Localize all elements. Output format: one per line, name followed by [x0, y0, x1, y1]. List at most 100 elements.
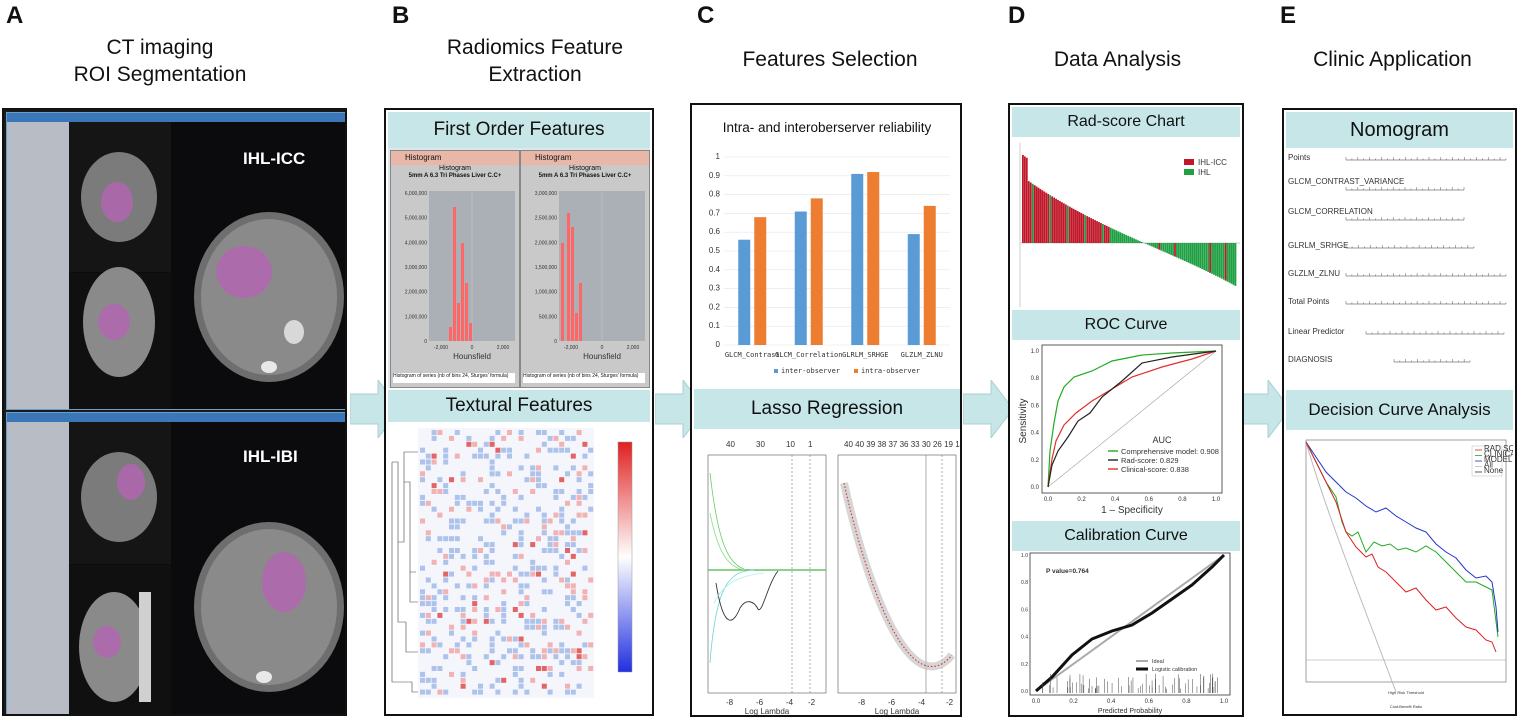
heatmap-cell: [565, 530, 570, 536]
hist-right-ytick: 3,000,000: [535, 191, 557, 197]
heatmap-cell: [449, 506, 454, 512]
heatmap-cell: [437, 489, 443, 494]
textural-heatmap: [391, 428, 633, 698]
heatmap-cell: [495, 430, 501, 435]
rel-bar-inter-observer: [851, 173, 864, 345]
heatmap-cell: [512, 565, 518, 571]
heatmap-cell: [443, 489, 449, 494]
heatmap-cell: [524, 583, 530, 589]
heatmap-cell: [466, 500, 472, 506]
rel-ytick: 0.7: [709, 208, 721, 217]
radscore-bar: [1031, 183, 1034, 243]
heatmap-cell: [559, 618, 565, 624]
radscore-bar: [1033, 185, 1036, 243]
heatmap-cell: [420, 677, 425, 683]
radscore-bar: [1168, 243, 1171, 255]
heatmap-cell: [501, 636, 507, 642]
radscore-bar: [1059, 201, 1061, 243]
heatmap-cell: [570, 553, 576, 559]
heatmap-cell: [478, 477, 483, 483]
heatmap-cell: [449, 536, 454, 542]
heatmap-cell: [541, 666, 547, 671]
heatmap-cell: [530, 465, 536, 471]
panel-c-letter: C: [697, 2, 715, 29]
heatmap-cell: [530, 654, 536, 660]
heatmap-cell: [512, 671, 518, 677]
dca-legend-label: CLINICAL SCORE: [1484, 450, 1513, 459]
heatmap-cell: [420, 612, 425, 618]
heatmap-cell: [454, 642, 460, 648]
nomogram-chart: Points GLCM_CONTRAST_VARIANCE GLCM_CORRELA…: [1288, 153, 1507, 364]
heatmap-cell: [565, 583, 570, 589]
heatmap-cell: [420, 648, 425, 654]
radscore-bar: [1181, 243, 1184, 261]
radscore-bar: [1037, 187, 1040, 243]
radscore-bar: [1139, 241, 1141, 243]
heatmap-cell: [495, 660, 501, 666]
roc-ytick: 0.2: [1031, 458, 1040, 464]
heatmap-cell: [530, 559, 536, 565]
heatmap-cell: [541, 441, 547, 447]
heatmap-cell: [547, 548, 553, 553]
heatmap-cell: [431, 489, 437, 494]
rel-legend-label: intra-observer: [861, 367, 920, 375]
heatmap-cell: [466, 642, 472, 648]
heatmap-cell: [518, 494, 524, 500]
dca-legend-label: RAD SCORE: [1484, 444, 1513, 453]
dca-band: Decision Curve Analysis: [1286, 390, 1513, 430]
heatmap-cell: [582, 618, 588, 624]
panel-c-title: Features Selection: [742, 48, 918, 71]
rel-ytick: 0.3: [709, 284, 721, 293]
radscore-bar: [1119, 232, 1122, 243]
svg-text:-6: -6: [756, 698, 764, 707]
heatmap-cell: [559, 577, 565, 583]
heatmap-cell: [588, 666, 594, 671]
svg-text:-2: -2: [808, 698, 816, 707]
heatmap-cell: [449, 548, 454, 553]
heatmap-cell: [536, 536, 541, 542]
heatmap-cell: [425, 459, 431, 465]
heatmap-cell: [489, 435, 495, 441]
heatmap-cell: [489, 483, 495, 489]
rel-ytick: 1: [716, 152, 721, 161]
heatmap-cell: [478, 689, 483, 695]
heatmap-cell: [565, 654, 570, 660]
heatmap-cell: [489, 660, 495, 666]
heatmap-cell: [524, 642, 530, 648]
heatmap-cell: [507, 648, 512, 654]
heatmap-cell: [431, 430, 437, 435]
roc-xtick: 0.4: [1111, 497, 1120, 503]
rel-legend-swatch: [854, 369, 858, 373]
heatmap-cell: [530, 648, 536, 654]
heatmap-cell: [483, 607, 489, 612]
radscore-bar: [1152, 243, 1155, 248]
heatmap-cell: [420, 630, 425, 636]
heatmap-cell: [512, 689, 518, 695]
heatmap-cell: [507, 571, 512, 577]
radscore-bar: [1055, 198, 1057, 243]
heatmap-cell: [541, 654, 547, 660]
cal-xtick: 0.6: [1145, 699, 1154, 705]
panel-a-title: CT imaging ROI Segmentation: [60, 34, 260, 88]
heatmap-cell: [518, 430, 524, 435]
heatmap-cell: [536, 477, 541, 483]
heatmap-cell: [425, 630, 431, 636]
radscore-bar: [1146, 243, 1149, 245]
heatmap-cell: [565, 624, 570, 630]
heatmap-cell: [501, 494, 507, 500]
heatmap-cell: [536, 565, 541, 571]
heatmap-cell: [518, 435, 524, 441]
hist-right-ytick: 2,500,000: [535, 216, 557, 222]
heatmap-cell: [489, 577, 495, 583]
nomogram-row-label: Points: [1288, 153, 1310, 162]
heatmap-cell: [559, 489, 565, 494]
heatmap-cell: [530, 571, 536, 577]
radscore-bar: [1064, 204, 1067, 243]
cal-xtick: 0.0: [1032, 699, 1041, 705]
radscore-bar: [1082, 214, 1085, 243]
hist-left-xtick: -2,000: [434, 345, 448, 351]
roc-xtick: 0.8: [1178, 497, 1187, 503]
heatmap-cell: [460, 494, 466, 500]
heatmap-cell: [501, 447, 507, 453]
heatmap-cell: [582, 494, 588, 500]
